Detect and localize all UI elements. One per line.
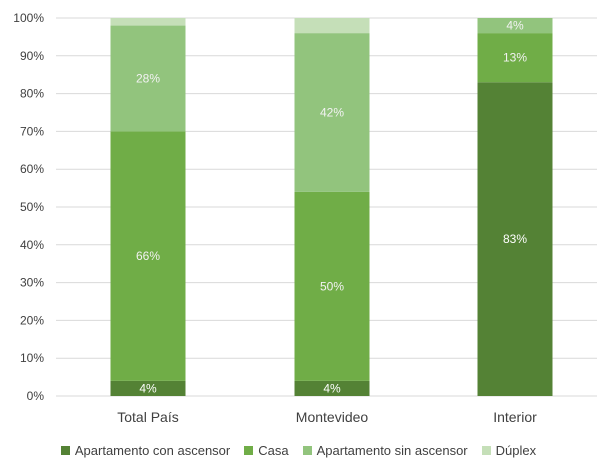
legend-item-apartamento-sin-ascensor: Apartamento sin ascensor <box>302 442 468 458</box>
y-tick-label: 70% <box>20 124 44 138</box>
bar-segment <box>110 25 186 132</box>
bar-segment <box>110 131 186 381</box>
legend-label: Casa <box>258 442 289 458</box>
stacked-bar-chart: 0% 10% 20% 30% 40% 50% 60% 70% 80% 90% 100% 4% 66% 28… <box>13 11 597 425</box>
legend-swatch <box>60 445 70 455</box>
data-label: 28% <box>136 71 160 85</box>
x-category-label: Total País <box>117 409 178 425</box>
bar-segment <box>294 33 370 192</box>
legend-item-duplex: Dúplex <box>481 442 537 458</box>
bar-segment <box>294 18 370 34</box>
legend-swatch <box>481 445 491 455</box>
data-label: 4% <box>323 381 341 395</box>
data-label: 4% <box>139 381 157 395</box>
legend-item-casa: Casa <box>244 442 289 458</box>
bar-segment <box>477 82 553 396</box>
bar-segment <box>110 18 186 26</box>
y-tick-label: 50% <box>20 200 44 214</box>
y-tick-label: 10% <box>20 351 44 365</box>
bar-segment <box>294 380 370 396</box>
y-tick-label: 100% <box>13 11 44 25</box>
y-tick-label: 60% <box>20 162 44 176</box>
y-tick-label: 90% <box>20 49 44 63</box>
data-label: 83% <box>503 232 527 246</box>
legend-swatch <box>302 445 312 455</box>
y-tick-label: 40% <box>20 238 44 252</box>
legend-swatch <box>244 445 254 455</box>
bar-segment <box>477 33 553 83</box>
data-label: 66% <box>136 249 160 263</box>
legend: Apartamento con ascensor Casa Apartament… <box>0 441 597 459</box>
y-tick-label: 0% <box>27 389 45 403</box>
legend-item-apartamento-con-ascensor: Apartamento con ascensor <box>60 442 231 458</box>
legend-label: Dúplex <box>495 442 537 458</box>
x-category-label: Interior <box>493 409 537 425</box>
data-label: 13% <box>503 51 527 65</box>
data-label: 42% <box>320 106 344 120</box>
y-tick-label: 80% <box>20 87 44 101</box>
legend-label: Apartamento sin ascensor <box>316 442 468 458</box>
bar-segment <box>110 380 186 396</box>
y-tick-label: 20% <box>20 313 44 327</box>
y-tick-label: 30% <box>20 276 44 290</box>
data-label: 4% <box>506 19 524 33</box>
bar-segment <box>477 18 553 34</box>
bar-segment <box>294 191 370 381</box>
x-category-label: Montevideo <box>296 409 369 425</box>
legend-label: Apartamento con ascensor <box>74 442 231 458</box>
data-label: 50% <box>320 279 344 293</box>
